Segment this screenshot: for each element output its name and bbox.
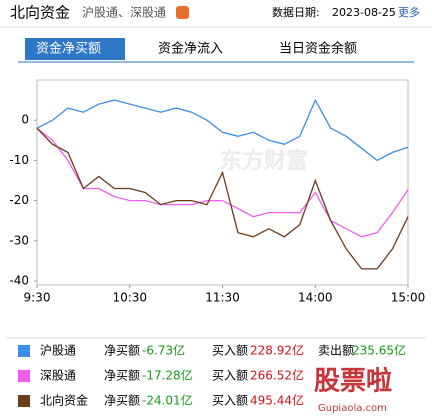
legend-cell: 净买额 <box>104 394 140 408</box>
series-line <box>36 127 409 238</box>
date-label: 数据日期: <box>272 5 320 19</box>
legend-cell: 买入额 <box>212 344 248 358</box>
legend-cell: 买入额 <box>212 369 248 383</box>
watermark: Gupiaola.com <box>318 403 387 414</box>
legend-cell: 深股通 <box>40 369 76 383</box>
y-tick-label: 0 <box>21 113 29 127</box>
x-tick-label: 14:00 <box>298 291 333 305</box>
y-tick-label: -20 <box>9 193 29 207</box>
legend-cell: -17.28亿 <box>142 368 193 383</box>
legend-cell: 沪股通 <box>40 344 76 358</box>
legend-cell: 净买额 <box>104 344 140 358</box>
tab-active[interactable] <box>25 38 125 60</box>
x-tick-label: 10:30 <box>112 291 147 305</box>
legend-cell: 净买额 <box>104 369 140 383</box>
x-tick-label: 11:30 <box>205 291 240 305</box>
legend-cell: 卖出额 <box>318 344 354 358</box>
legend-cell: -6.73亿 <box>142 343 185 358</box>
date: 2023-08-25 <box>332 6 396 19</box>
watermark: 股票啦 <box>314 366 392 397</box>
subtitle: 沪股通、深股通 <box>82 6 166 20</box>
plot-area <box>36 79 409 286</box>
legend-cell: 228.92亿 <box>250 343 304 358</box>
legend-cell: 235.65亿 <box>352 343 406 358</box>
tab[interactable]: 当日资金余额 <box>279 41 357 57</box>
legend-cell: 北向资金 <box>40 393 88 408</box>
help-icon[interactable] <box>176 6 189 19</box>
legend-swatch <box>18 395 30 407</box>
legend-swatch <box>18 345 30 357</box>
series-line <box>36 98 409 162</box>
legend-swatch <box>18 370 30 382</box>
watermark: 东方财富 <box>220 148 308 174</box>
legend-cell: 买入额 <box>212 394 248 408</box>
legend-cell: 266.52亿 <box>250 368 304 383</box>
page-title: 北向资金 <box>10 4 70 22</box>
tab[interactable]: 资金净买额 <box>36 41 101 57</box>
y-tick-label: -30 <box>9 233 29 247</box>
y-tick-label: -40 <box>9 273 29 287</box>
more-link[interactable]: 更多 <box>398 5 420 19</box>
series-line <box>36 127 409 270</box>
x-tick-label: 15:00 <box>391 291 426 305</box>
y-tick-label: -10 <box>9 153 29 167</box>
legend-cell: -24.01亿 <box>142 393 193 408</box>
x-tick-label: 9:30 <box>24 291 51 305</box>
legend-cell: 495.44亿 <box>250 393 304 408</box>
tab[interactable]: 资金净流入 <box>158 41 223 57</box>
